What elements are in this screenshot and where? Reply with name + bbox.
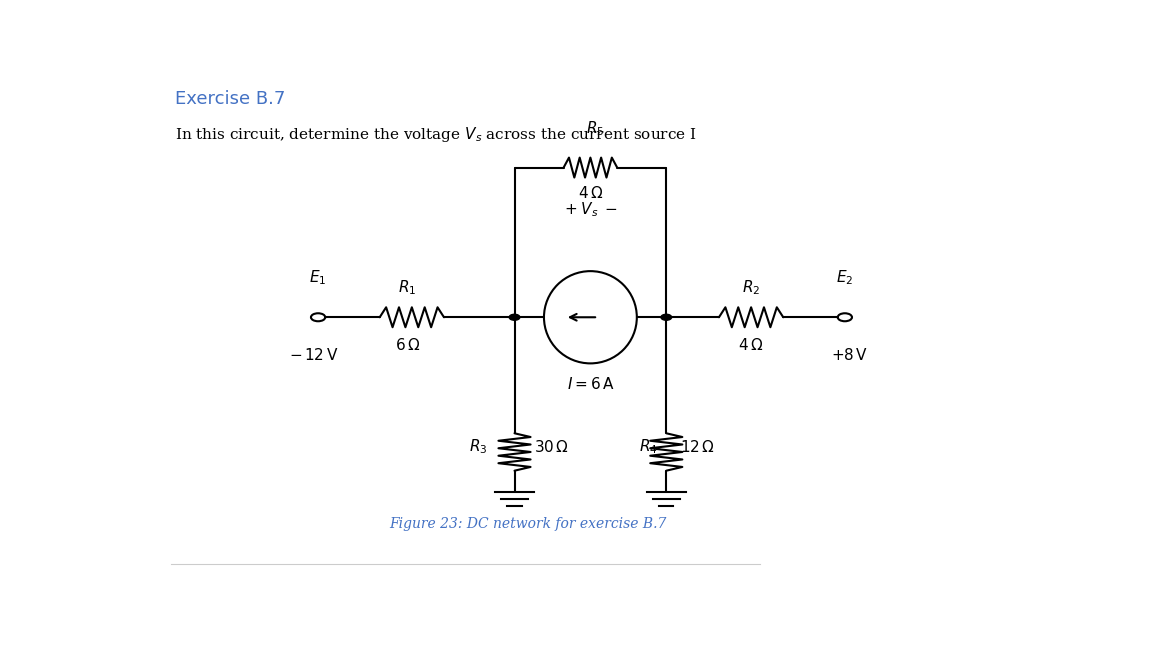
Text: Exercise B.7: Exercise B.7 — [175, 90, 286, 108]
Text: $4\,\Omega$: $4\,\Omega$ — [738, 337, 764, 353]
Text: $+\;V_s\;-$: $+\;V_s\;-$ — [563, 200, 617, 219]
Text: $12\,\Omega$: $12\,\Omega$ — [680, 439, 714, 455]
Text: $R_4$: $R_4$ — [638, 437, 658, 456]
Circle shape — [661, 314, 672, 320]
Text: $R_5$: $R_5$ — [585, 119, 604, 137]
Text: $E_2$: $E_2$ — [836, 269, 854, 287]
Text: In this circuit, determine the voltage $V_s$ across the current source I: In this circuit, determine the voltage $… — [175, 125, 697, 144]
Text: $I = 6\,\mathrm{A}$: $I = 6\,\mathrm{A}$ — [567, 376, 614, 392]
Text: $-\,12\,\mathrm{V}$: $-\,12\,\mathrm{V}$ — [289, 347, 339, 363]
Text: $4\,\Omega$: $4\,\Omega$ — [578, 185, 602, 201]
Text: $30\,\Omega$: $30\,\Omega$ — [535, 439, 569, 455]
Text: $R_1$: $R_1$ — [399, 279, 417, 297]
Text: Figure 23: DC network for exercise B.7: Figure 23: DC network for exercise B.7 — [389, 517, 667, 531]
Circle shape — [509, 314, 520, 320]
Text: $R_2$: $R_2$ — [742, 279, 760, 297]
Text: $6\,\Omega$: $6\,\Omega$ — [395, 337, 420, 353]
Text: $E_1$: $E_1$ — [310, 269, 327, 287]
Text: $R_3$: $R_3$ — [469, 437, 487, 456]
Text: $+8\,\mathrm{V}$: $+8\,\mathrm{V}$ — [831, 347, 867, 363]
